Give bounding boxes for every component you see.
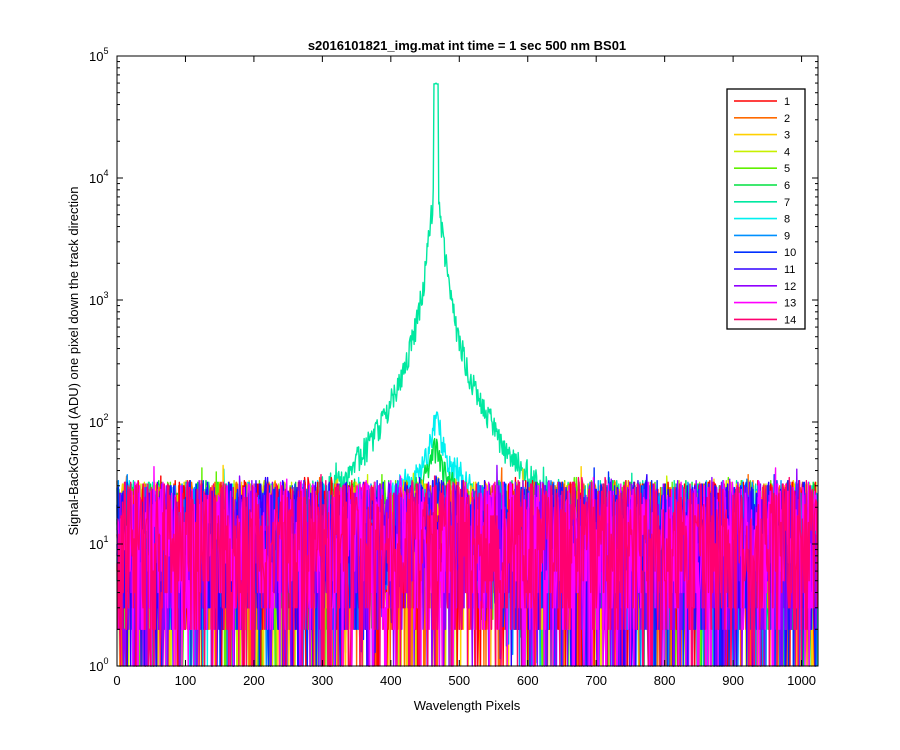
legend-label: 5	[784, 163, 790, 175]
x-tick-label: 800	[654, 673, 676, 688]
x-tick-label: 300	[312, 673, 334, 688]
x-tick-label: 600	[517, 673, 539, 688]
legend-label: 6	[784, 180, 790, 192]
legend-label: 3	[784, 130, 790, 142]
legend-label: 4	[784, 146, 790, 158]
x-tick-label: 700	[585, 673, 607, 688]
x-tick-label: 900	[722, 673, 744, 688]
tick-layer: 0 100 200 300 400 500 600 700 800 900 100010010110…	[89, 46, 818, 688]
legend-label: 8	[784, 214, 790, 226]
x-tick-label: 500	[448, 673, 470, 688]
axes-box	[116, 55, 819, 667]
y-axis-label: Signal-BackGround (ADU) one pixel down t…	[66, 186, 81, 535]
legend-label: 11	[784, 264, 795, 276]
series-line-14	[116, 473, 819, 667]
x-tick-label: 0	[113, 673, 120, 688]
x-tick-label: 200	[243, 673, 265, 688]
x-tick-label: 400	[380, 673, 402, 688]
legend-label: 1	[784, 96, 790, 108]
x-tick-label: 1000	[787, 673, 816, 688]
x-axis-label: Wavelength Pixels	[414, 698, 521, 713]
legend-label: 10	[784, 247, 796, 259]
legend-label: 2	[784, 113, 790, 125]
series-layer	[116, 82, 819, 667]
legend-label: 13	[784, 298, 796, 310]
legend-label: 14	[784, 314, 796, 326]
chart-title: s2016101821_img.mat int time = 1 sec 500…	[308, 38, 626, 53]
legend-label: 7	[784, 197, 790, 209]
x-tick-label: 100	[175, 673, 197, 688]
legend-box	[726, 88, 806, 330]
legend-label: 12	[784, 281, 796, 293]
legend-label: 9	[784, 230, 790, 242]
